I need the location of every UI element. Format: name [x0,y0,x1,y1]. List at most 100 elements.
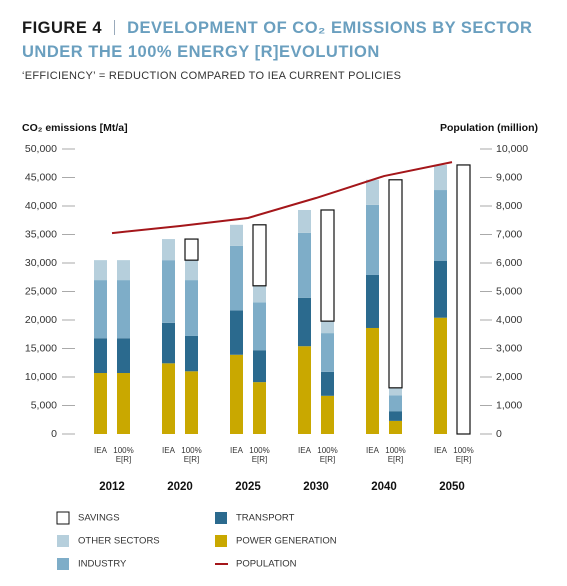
bar-segment [94,338,107,374]
x-tick-label: 2025 [235,481,261,493]
scenario-label: 100% E[R] [113,446,134,464]
scenario-label: IEA [94,446,107,455]
y2-tick-label: 7,000 [496,228,522,240]
y2-tick-label: 2,000 [496,371,522,383]
bar-segment [117,280,130,339]
bar-segment [162,239,175,261]
bar-segment [321,333,334,372]
y2-tick-label: 6,000 [496,257,522,269]
x-tick-label: 2012 [99,481,125,493]
bar-segment [230,310,243,355]
bar-segment [366,274,379,328]
x-tick-label: 2040 [371,481,397,493]
bar-segment [434,260,447,318]
legend-label: SAVINGS [78,513,120,524]
legend-swatch [57,558,69,570]
y-tick-label: 50,000 [25,143,57,155]
bar-segment [253,302,266,351]
bar-segment [94,280,107,339]
population-line [111,161,453,235]
bar-segment [230,354,243,434]
subtitle: ‘EFFICIENCY’ = REDUCTION COMPARED TO IEA… [22,70,402,82]
y2-tick-label: 5,000 [496,285,522,297]
y-tick-label: 35,000 [25,228,57,240]
y2-tick-label: 1,000 [496,399,522,411]
bar-segment [117,373,130,434]
bar-segment [162,363,175,434]
savings-box [252,224,267,287]
y2-tick-label: 3,000 [496,342,522,354]
bar-segment [389,411,402,421]
scenario-label: IEA [366,446,379,455]
legend-swatch [215,535,227,547]
legend-label: POWER GENERATION [236,536,337,547]
x-tick-label: 2020 [167,481,193,493]
y-tick-label: 40,000 [25,200,57,212]
y-tick-label: 15,000 [25,342,57,354]
y-axis-label: CO₂ emissions [Mt/a] [22,122,128,134]
bar-segment [389,387,402,396]
scenario-label: IEA [434,446,447,455]
y2-tick-label: 10,000 [496,143,528,155]
scenario-label: 100% E[R] [453,446,474,464]
bar-segment [185,335,198,372]
bar-segment [321,321,334,334]
bar-segment [117,338,130,374]
scenario-label: 100% E[R] [317,446,338,464]
bar-segment [298,346,311,434]
bar-segment [230,224,243,246]
bar-segment [389,420,402,434]
bar-segment [366,204,379,275]
y2-tick-label: 4,000 [496,314,522,326]
y-tick-label: 20,000 [25,314,57,326]
bar-segment [298,209,311,233]
y-tick-label: 10,000 [25,371,57,383]
y2-tick-label: 9,000 [496,171,522,183]
scenario-label: 100% E[R] [249,446,270,464]
separator [114,20,116,35]
scenario-label: IEA [162,446,175,455]
x-tick-label: 2030 [303,481,329,493]
bar-segment [94,373,107,434]
bar-segment [185,280,198,336]
y-tick-label: 30,000 [25,257,57,269]
bar-segment [162,260,175,323]
x-tick-label: 2050 [439,481,465,493]
y-tick-label: 45,000 [25,171,57,183]
scenario-label: IEA [230,446,243,455]
bar-segment [162,322,175,364]
legend-swatch [57,535,69,547]
header: FIGURE 4 DEVELOPMENT OF CO₂ EMISSIONS BY … [22,16,542,64]
y-tick-label: 0 [51,428,57,440]
bar-segment [434,164,447,191]
bar-segment [366,327,379,434]
bar-segment [298,297,311,347]
figure-label: FIGURE 4 [22,19,103,37]
bar-segment [94,260,107,281]
bar-segment [253,350,266,383]
savings-box [320,209,335,322]
bar-segment [389,395,402,412]
y2-tick-label: 8,000 [496,200,522,212]
savings-box [456,164,471,435]
scenario-label: 100% E[R] [385,446,406,464]
bar-segment [366,179,379,205]
bar-segment [185,371,198,434]
bar-segment [434,317,447,434]
savings-box [388,179,403,389]
legend-label: TRANSPORT [236,513,295,524]
legend-label: OTHER SECTORS [78,536,160,547]
bar-segment [321,371,334,396]
y-tick-label: 25,000 [25,285,57,297]
legend-label: POPULATION [236,559,297,570]
bar-segment [253,285,266,303]
legend-swatch [215,512,227,524]
y2-tick-label: 0 [496,428,502,440]
scenario-label: 100% E[R] [181,446,202,464]
bar-segment [117,260,130,281]
chart-title: DEVELOPMENT OF CO₂ EMISSIONS BY SECTOR U… [22,19,533,61]
bar-segment [185,260,198,281]
bar-segment [434,190,447,261]
bar-segment [298,232,311,298]
